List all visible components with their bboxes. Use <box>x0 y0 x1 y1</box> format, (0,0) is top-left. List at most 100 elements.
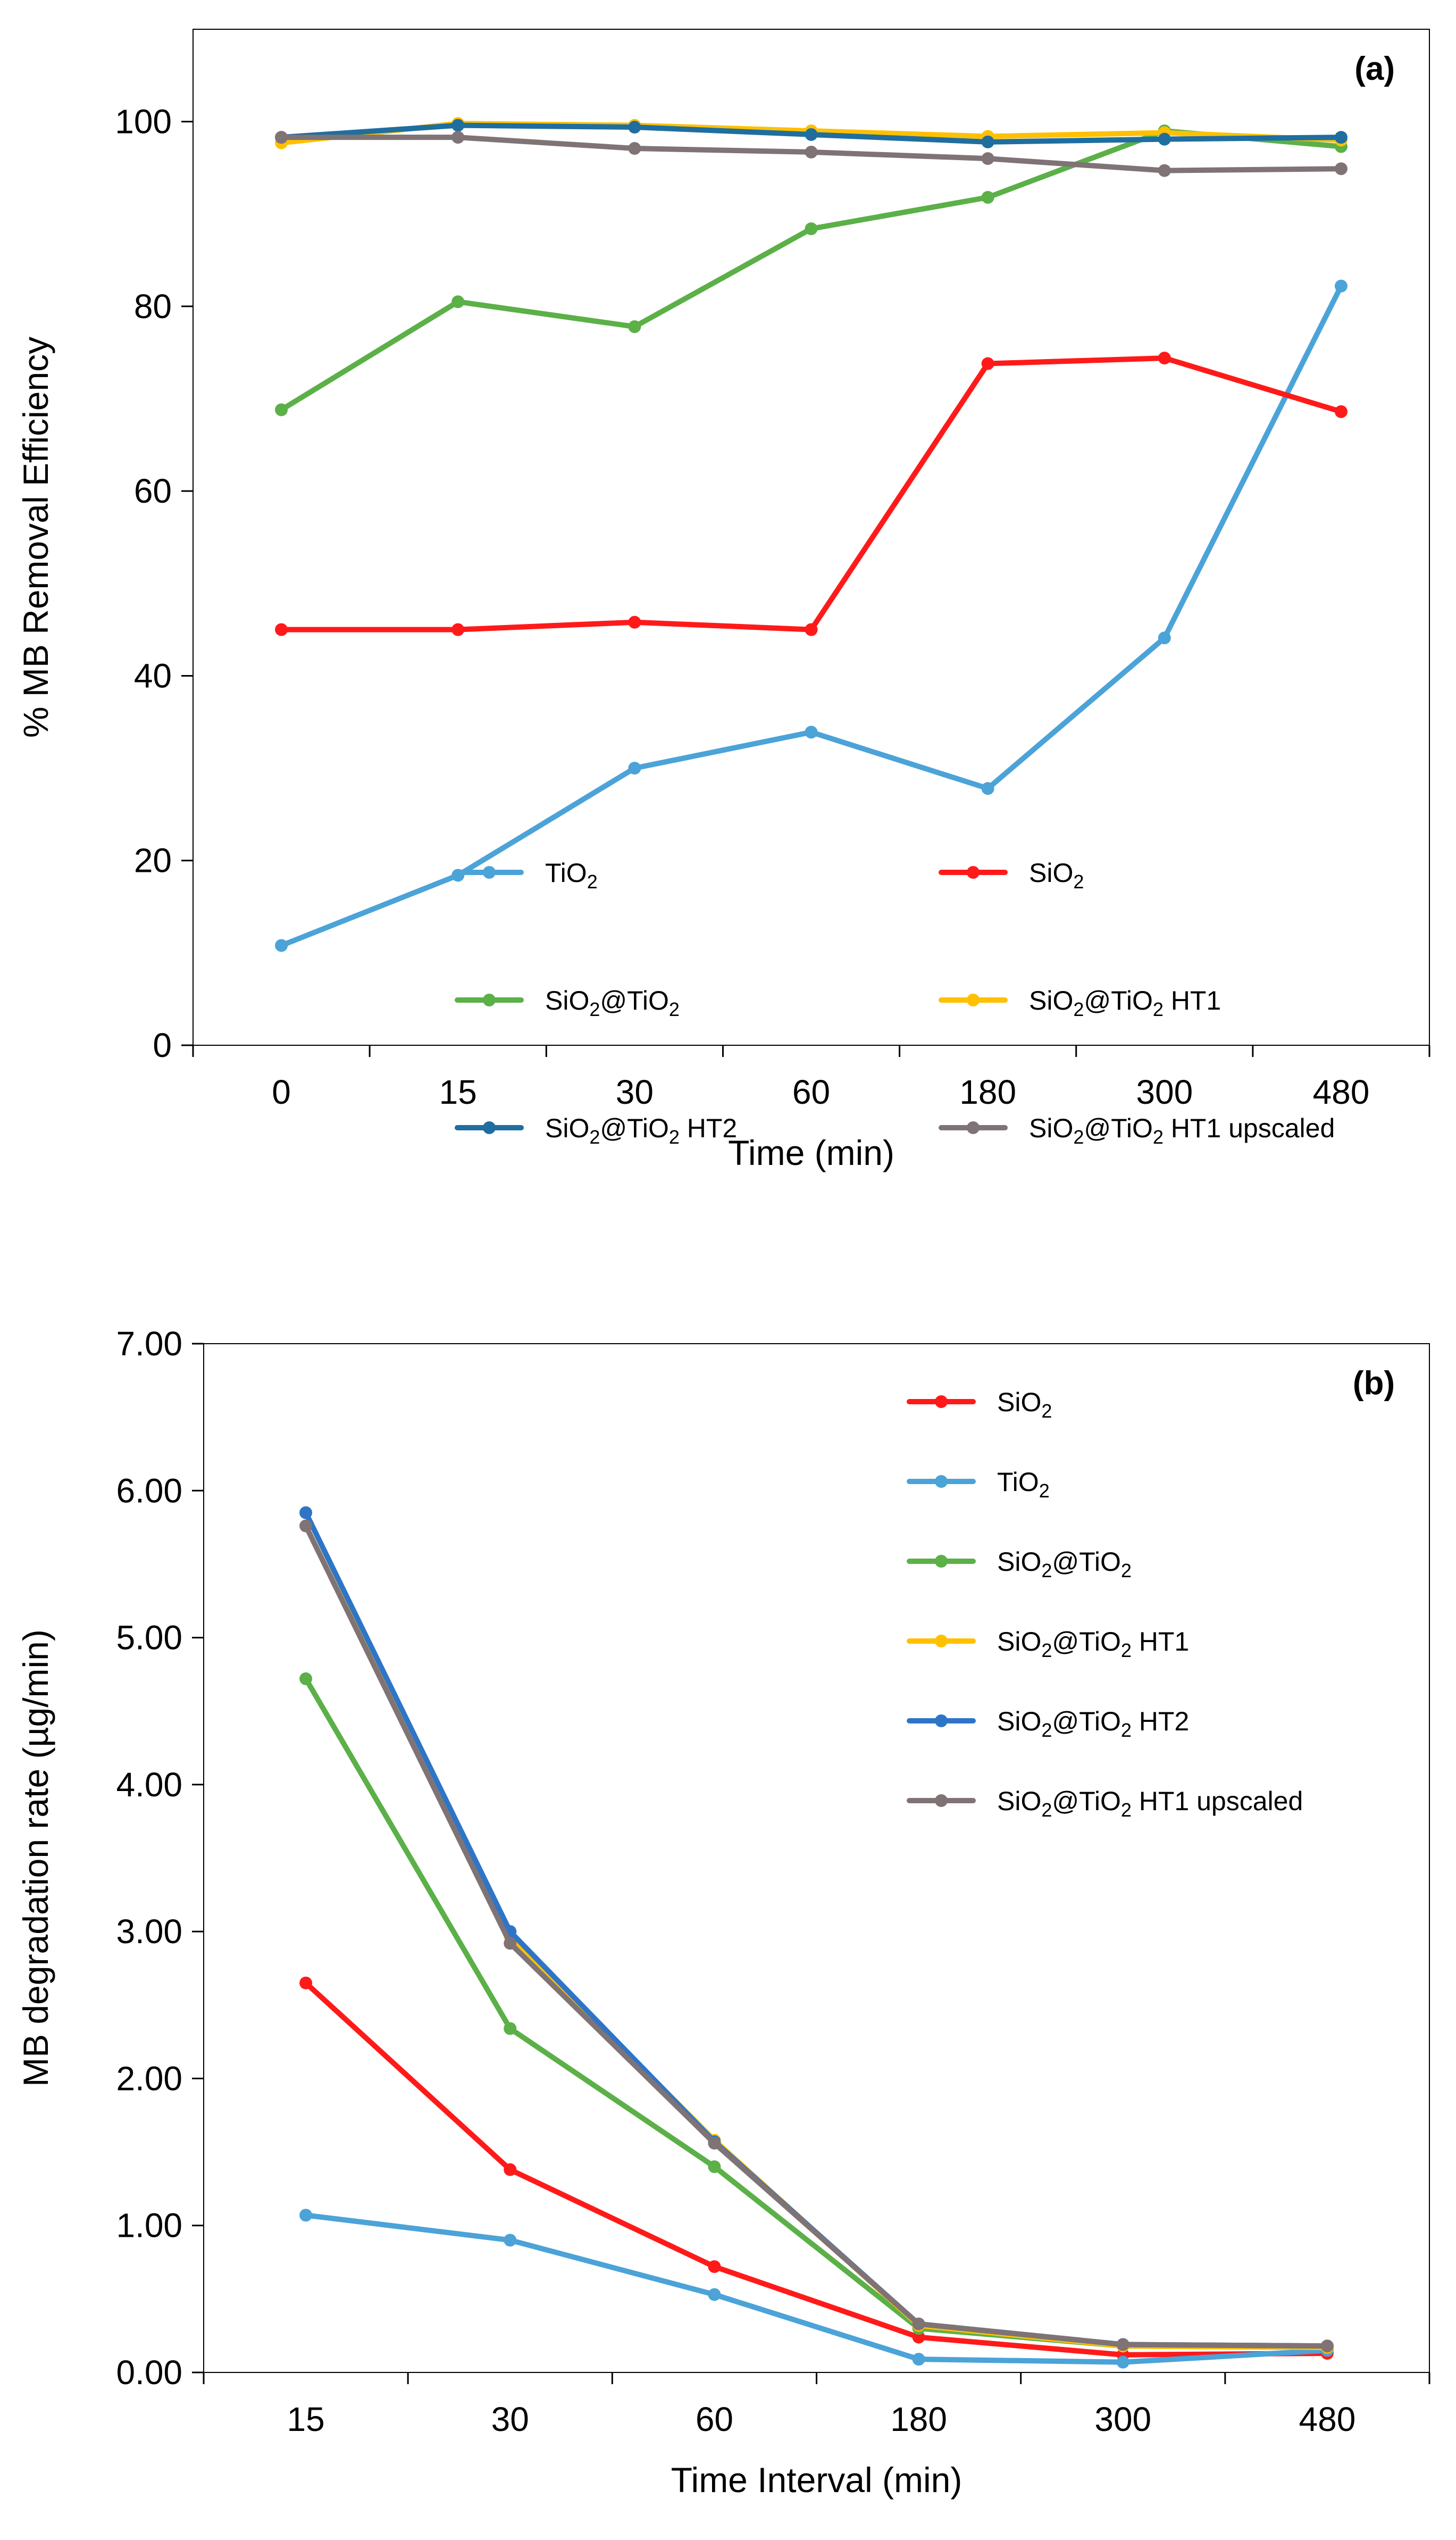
series-line <box>303 1523 1330 2349</box>
series-line <box>303 2212 1330 2365</box>
legend-label: SiO2@TiO2 HT1 upscaled <box>1029 1113 1335 1148</box>
series-line <box>279 283 1344 948</box>
legend-marker <box>935 1395 948 1408</box>
y-tick-label: 0 <box>153 1026 172 1064</box>
y-axis-title: MB degradation rate (µg/min) <box>16 1629 55 2087</box>
data-point <box>981 782 994 795</box>
legend-marker <box>935 1475 948 1488</box>
legend-marker <box>935 1635 948 1647</box>
data-point <box>628 762 641 775</box>
data-point <box>1320 2339 1334 2353</box>
y-tick-label: 7.00 <box>116 1325 182 1363</box>
series-line <box>303 1980 1330 2358</box>
legend-label: SiO2@TiO2 HT1 <box>997 1627 1189 1661</box>
series-sio2 <box>275 352 1348 636</box>
legend-label: SiO2@TiO2 <box>997 1547 1132 1581</box>
y-tick-label: 5.00 <box>116 1619 182 1657</box>
data-point <box>299 1976 313 1989</box>
legend-entry-sio2-tio2-ht1: SiO2@TiO2 HT1 <box>939 986 1221 1020</box>
data-point <box>805 222 818 236</box>
plot-frame <box>193 29 1430 1046</box>
data-point <box>451 295 465 309</box>
y-tick-label: 2.00 <box>116 2059 182 2097</box>
x-tick-label: 180 <box>959 1073 1016 1111</box>
y-tick-label: 0.00 <box>116 2353 182 2392</box>
chart-svg: 0 20 40 60 80 100 0 15 30 60 180 300 480 Time (min) % … <box>16 29 1430 1172</box>
series-sio2-tio2-ht1-upscaled <box>275 131 1348 177</box>
data-point <box>1158 631 1171 645</box>
legend-label: SiO2@TiO2 <box>545 986 680 1020</box>
legend-label: SiO2@TiO2 HT2 <box>545 1113 737 1148</box>
data-point <box>451 119 465 132</box>
data-point <box>805 145 818 159</box>
panel-label: (a) <box>1354 51 1395 87</box>
y-tick-label: 20 <box>134 842 172 880</box>
legend-entry-tio2: TiO2 <box>907 1467 1050 1502</box>
data-point <box>1158 132 1171 146</box>
legend-marker <box>935 1714 948 1727</box>
legend-label: SiO2@TiO2 HT1 <box>1029 986 1221 1020</box>
y-tick-label: 40 <box>134 656 172 695</box>
data-point <box>275 131 288 144</box>
legend-entry-sio2-tio2-ht2: SiO2@TiO2 HT2 <box>455 1113 737 1148</box>
data-point <box>299 1506 313 1519</box>
legend-marker <box>967 994 980 1006</box>
data-point <box>1116 2338 1129 2351</box>
data-point <box>805 128 818 141</box>
data-point <box>1334 131 1348 144</box>
x-tick-label: 15 <box>287 2400 324 2438</box>
x-tick-label: 15 <box>439 1073 477 1111</box>
legend-entry-sio2-tio2-ht2: SiO2@TiO2 HT2 <box>907 1706 1189 1741</box>
data-point <box>275 939 288 952</box>
legend-label: TiO2 <box>545 858 598 893</box>
x-tick-label: 30 <box>491 2400 529 2438</box>
x-tick-label: 60 <box>696 2400 733 2438</box>
data-point <box>299 2209 313 2222</box>
legend-entry-sio2: SiO2 <box>907 1387 1052 1422</box>
x-tick-label: 30 <box>616 1073 654 1111</box>
data-point <box>981 191 994 204</box>
data-point <box>981 152 994 165</box>
data-point <box>299 1519 313 1533</box>
y-tick-label: 80 <box>134 287 172 326</box>
data-point <box>981 357 994 370</box>
legend-marker <box>967 866 980 879</box>
legend-label: SiO2@TiO2 HT2 <box>997 1706 1189 1741</box>
data-point <box>912 2353 925 2366</box>
data-point <box>1334 162 1348 176</box>
x-tick-label: 480 <box>1313 1073 1370 1111</box>
legend-marker <box>935 1794 948 1807</box>
legend-marker <box>483 994 496 1006</box>
data-point <box>275 403 288 417</box>
panel-label: (b) <box>1353 1365 1395 1402</box>
y-tick-label: 100 <box>115 103 172 141</box>
data-point <box>504 1937 517 1950</box>
legend-entry-tio2: TiO2 <box>455 858 598 893</box>
x-tick-label: 0 <box>272 1073 291 1111</box>
data-point <box>451 623 465 636</box>
data-point <box>504 2022 517 2035</box>
data-point <box>912 2330 925 2344</box>
legend-marker <box>483 866 496 879</box>
y-tick-label: 4.00 <box>116 1765 182 1804</box>
data-point <box>805 726 818 739</box>
data-point <box>628 141 641 155</box>
data-point <box>708 2260 721 2273</box>
x-tick-label: 60 <box>792 1073 830 1111</box>
data-point <box>1116 2355 1129 2369</box>
data-point <box>628 615 641 629</box>
legend-label: SiO2 <box>997 1387 1052 1422</box>
data-point <box>628 121 641 134</box>
legend-entry-sio2-tio2-ht1: SiO2@TiO2 HT1 <box>907 1627 1189 1661</box>
legend-label: SiO2@TiO2 HT1 upscaled <box>997 1786 1303 1821</box>
x-tick-label: 300 <box>1136 1073 1193 1111</box>
x-tick-label: 180 <box>890 2400 947 2438</box>
data-point <box>275 623 288 636</box>
data-point <box>299 1672 313 1685</box>
series-tio2 <box>275 279 1348 952</box>
data-point <box>504 2163 517 2176</box>
chart-svg: 0.00 1.00 2.00 3.00 4.00 5.00 6.00 7.00 15 30 60 18… <box>16 1325 1430 2500</box>
data-point <box>708 2136 721 2150</box>
plot-frame <box>203 1343 1430 2373</box>
x-tick-label: 480 <box>1299 2400 1356 2438</box>
